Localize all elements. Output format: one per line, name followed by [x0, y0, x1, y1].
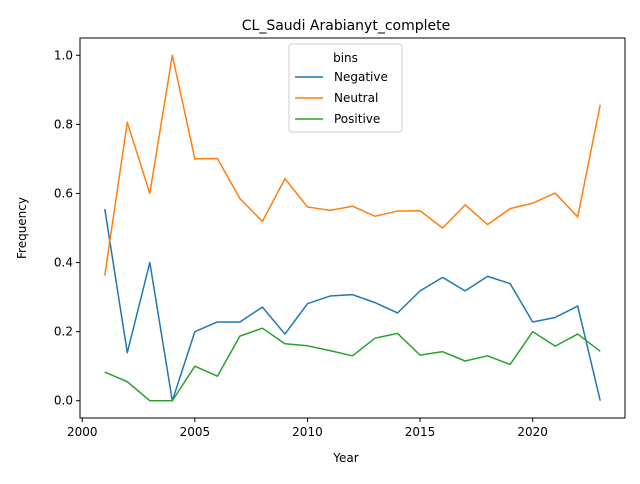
axis-ticks: 2000 2005 2010 2015 2020 0.0 0.2 0.4 0.6 0.8 1.0 — [54, 48, 548, 439]
y-tick-label: 0.0 — [54, 394, 73, 408]
y-tick-label: 1.0 — [54, 48, 73, 62]
legend-title: bins — [333, 51, 358, 65]
y-tick-label: 0.6 — [54, 186, 73, 200]
legend-label-negative: Negative — [334, 70, 388, 84]
plot-lines — [104, 54, 601, 402]
y-tick-label: 0.2 — [54, 325, 73, 339]
x-tick-label: 2020 — [517, 425, 548, 439]
legend-label-neutral: Neutral — [334, 91, 378, 105]
legend: bins Negative Neutral Positive — [288, 43, 403, 133]
legend-label-positive: Positive — [334, 112, 380, 126]
series-line-neutral — [104, 54, 601, 276]
x-tick-label: 2005 — [180, 425, 211, 439]
x-axis-label: Year — [332, 451, 358, 465]
chart-title: CL_Saudi Arabianyt_complete — [242, 18, 450, 34]
y-tick-label: 0.4 — [54, 256, 73, 270]
plot-area-frame — [79, 37, 626, 419]
series-line-positive — [104, 327, 601, 402]
x-tick-label: 2015 — [405, 425, 436, 439]
y-axis-label: Frequency — [15, 197, 29, 259]
series-line-negative — [104, 208, 601, 402]
x-tick-label: 2000 — [67, 425, 98, 439]
legend-box — [288, 43, 403, 133]
x-tick-label: 2010 — [292, 425, 323, 439]
y-tick-label: 0.8 — [54, 117, 73, 131]
